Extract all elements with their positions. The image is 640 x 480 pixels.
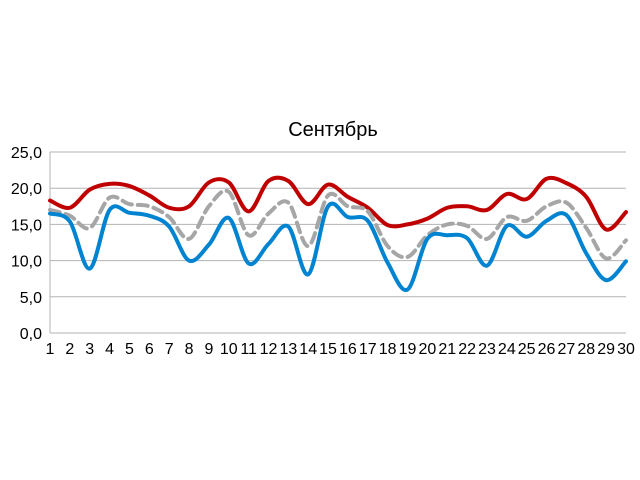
x-tick-label: 5: [125, 341, 134, 358]
y-tick-label: 15,0: [11, 217, 42, 234]
grid-lines: [49, 151, 626, 334]
x-tick-label: 16: [339, 341, 357, 358]
series-line-3: [48, 201, 628, 293]
x-tick-label: 8: [185, 341, 194, 358]
x-tick-label: 28: [577, 341, 595, 358]
x-tick-label: 3: [85, 341, 94, 358]
y-tick-label: 5,0: [20, 290, 42, 307]
x-tick-label: 25: [518, 341, 536, 358]
x-tick-label: 9: [204, 341, 213, 358]
x-tick-label: 20: [418, 341, 436, 358]
x-tick-label: 30: [617, 341, 635, 358]
x-tick-label: 29: [597, 341, 615, 358]
x-tick-label: 11: [240, 341, 257, 358]
x-tick-label: 14: [299, 341, 317, 358]
chart-title: Сентябрь: [288, 119, 378, 141]
x-tick-label: 19: [399, 341, 417, 358]
x-tick-label: 26: [538, 341, 556, 358]
x-tick-label: 12: [260, 341, 278, 358]
x-tick-label: 23: [478, 341, 496, 358]
x-tick-label: 21: [438, 341, 456, 358]
x-tick-label: 7: [165, 341, 174, 358]
x-tick-label: 15: [319, 341, 337, 358]
series-line-2: [48, 188, 628, 261]
x-tick-label: 17: [359, 341, 377, 358]
y-tick-label: 25,0: [11, 145, 42, 162]
series-line-1: [48, 175, 628, 232]
x-tick-label: 6: [145, 341, 154, 358]
x-tick-label: 22: [458, 341, 476, 358]
y-tick-label: 0,0: [20, 326, 42, 343]
x-tick-label: 4: [105, 341, 114, 358]
y-tick-labels: 0,0 5,0 10,0 15,0 20,0 25,0: [11, 145, 42, 343]
y-tick-label: 10,0: [11, 254, 42, 271]
x-tick-label: 2: [65, 341, 74, 358]
y-tick-label: 20,0: [11, 181, 42, 198]
x-tick-label: 10: [220, 341, 238, 358]
x-tick-label: 18: [379, 341, 397, 358]
x-tick-label: 1: [46, 341, 55, 358]
x-tick-labels: 1 2 3 4 5 6 7 8 9 10 11 12 13 14 15 16 17 18 19 20 21 22 23 24 2…: [46, 341, 635, 358]
x-tick-label: 13: [279, 341, 297, 358]
series-lines: [48, 175, 628, 293]
x-tick-label: 24: [498, 341, 516, 358]
x-tick-label: 27: [558, 341, 576, 358]
